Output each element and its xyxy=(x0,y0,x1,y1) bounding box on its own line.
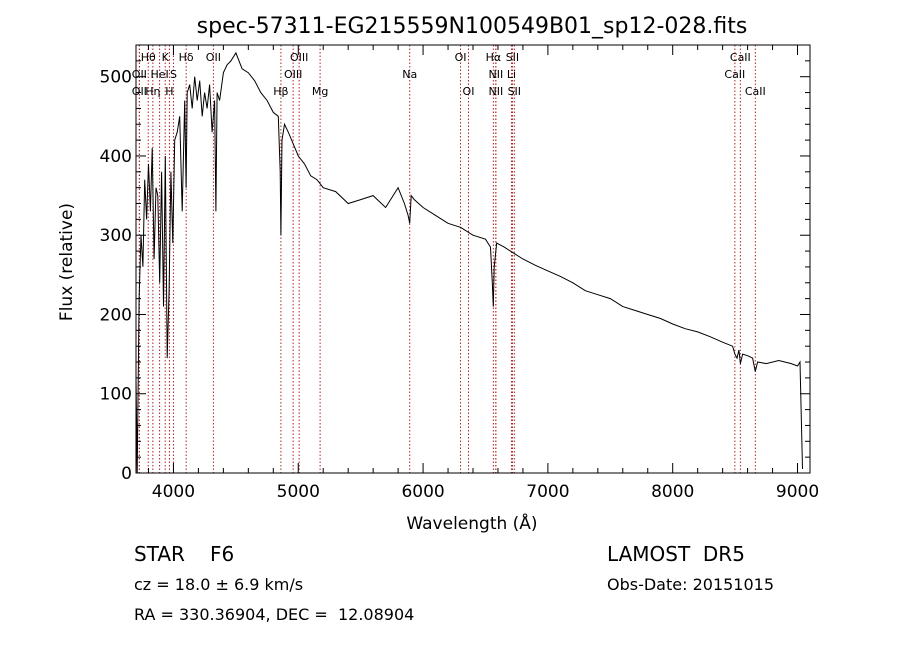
x-tick-label: 7000 xyxy=(526,482,569,502)
x-axis-label: Wavelength (Å) xyxy=(406,512,537,534)
spectral-line-label: Li xyxy=(507,68,516,81)
spectral-line-label: OII xyxy=(206,51,221,64)
x-tick-label: 4000 xyxy=(152,482,195,502)
plot-frame xyxy=(135,44,811,474)
spectral-line-label: CaII xyxy=(724,68,745,81)
chart-title: spec-57311-EG215559N100549B01_sp12-028.f… xyxy=(197,14,748,39)
x-tick-label: 9000 xyxy=(776,482,819,502)
spectral-line-label: SII xyxy=(506,51,519,64)
spectral-line-label: OI xyxy=(463,85,475,98)
x-tick-label: 8000 xyxy=(651,482,694,502)
x-axis-ticks: 4000 5000 6000 7000 8000 9000 xyxy=(147,45,819,502)
spectral-line-label: K xyxy=(162,51,170,64)
spectral-line-label: OII xyxy=(132,85,147,98)
spectral-line-label: H xyxy=(165,85,173,98)
redshift-text: cz = 18.0 ± 6.9 km/s xyxy=(134,575,304,594)
spectral-line-label: HeI xyxy=(150,68,168,81)
y-axis-label: Flux (relative) xyxy=(57,203,77,321)
y-tick-label: 200 xyxy=(100,305,132,325)
spectral-line-label: Hη xyxy=(145,85,160,98)
x-tick-label: 5000 xyxy=(277,482,320,502)
y-tick-label: 400 xyxy=(100,147,132,167)
coordinates: RA = 330.36904, DEC = 12.08904 xyxy=(134,605,415,624)
spectral-line-label: Na xyxy=(402,68,417,81)
spectral-line-label: SII xyxy=(508,85,521,98)
spectrum-series-line xyxy=(135,51,803,474)
y-tick-label: 0 xyxy=(121,464,132,484)
object-class: STAR xyxy=(134,542,185,566)
obs-date: Obs-Date: 20151015 xyxy=(607,575,775,594)
y-tick-label: 100 xyxy=(100,385,132,405)
spectral-line-label: CaII xyxy=(745,85,766,98)
spectral-line-markers xyxy=(138,45,756,473)
spectral-line-label: Mg xyxy=(312,85,328,98)
spectral-line-label: OIII xyxy=(284,68,302,81)
spectral-line-label: Hα xyxy=(486,51,502,64)
spectral-line-label: Hδ xyxy=(179,51,194,64)
survey-name: LAMOST DR5 xyxy=(607,542,745,566)
y-tick-label: 300 xyxy=(100,226,132,246)
spectral-line-label: OII xyxy=(132,68,147,81)
spectral-line-label: OI xyxy=(455,51,467,64)
y-tick-label: 500 xyxy=(100,68,132,88)
spectral-line-label: NII xyxy=(488,68,503,81)
x-tick-label: 6000 xyxy=(401,482,444,502)
y-axis-ticks: 0 100 200 300 400 500 xyxy=(100,60,810,484)
spectral-line-label: S xyxy=(170,68,177,81)
spectral-line-label: CaII xyxy=(730,51,751,64)
spectral-line-label: Hθ xyxy=(141,51,156,64)
object-subclass: F6 xyxy=(210,542,235,566)
spectral-line-label: Hβ xyxy=(273,85,288,98)
spectral-line-label: NII xyxy=(488,85,503,98)
spectral-line-label: OIII xyxy=(290,51,308,64)
